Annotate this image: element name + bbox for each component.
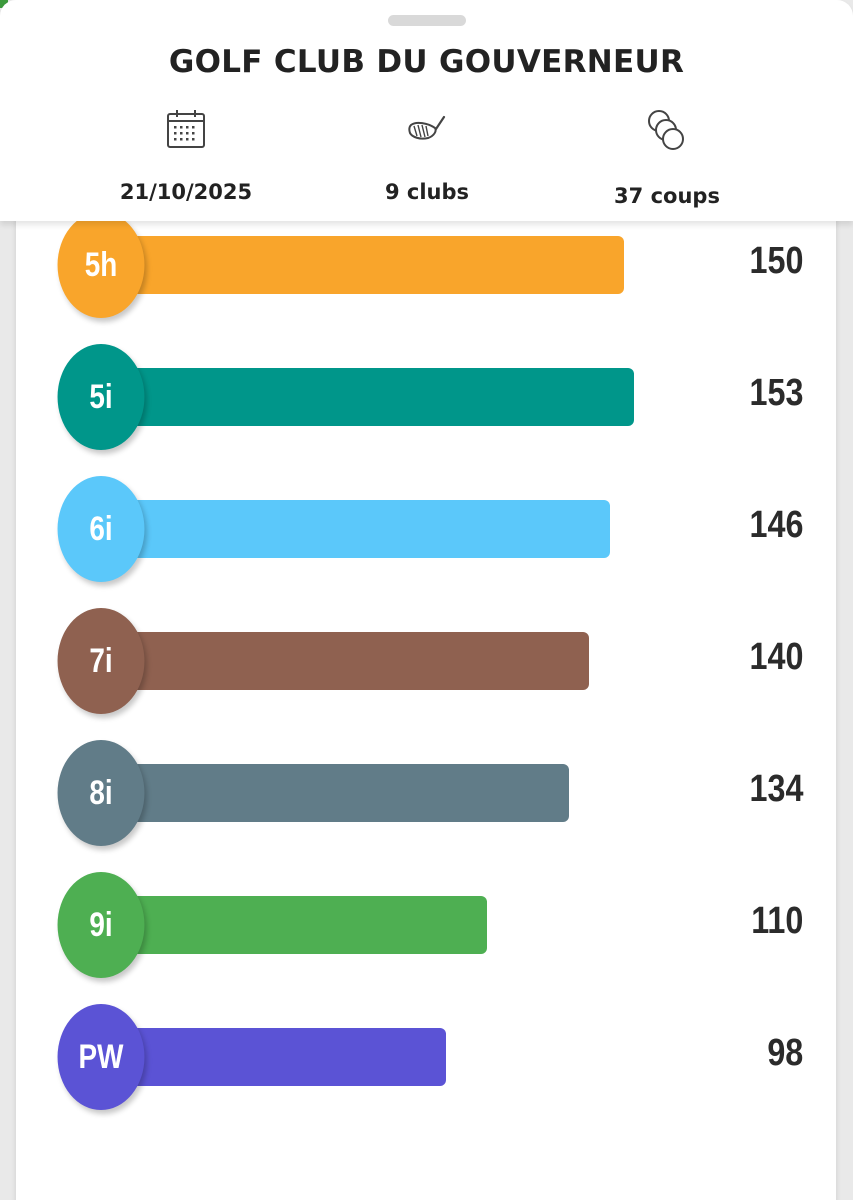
club-row[interactable]: PW 98 bbox=[0, 1004, 853, 1110]
club-distance-value: 98 bbox=[767, 1032, 803, 1074]
date-label: 21/10/2025 bbox=[119, 180, 253, 204]
clubs-stat: 9 clubs bbox=[317, 108, 537, 204]
club-badge[interactable]: 5i bbox=[57, 344, 145, 450]
club-badge[interactable]: 8i bbox=[57, 740, 145, 846]
club-distance-value: 134 bbox=[749, 768, 803, 810]
club-row[interactable]: 5i 153 bbox=[0, 344, 853, 450]
club-badge[interactable]: PW bbox=[57, 1004, 145, 1110]
club-badge[interactable]: 5h bbox=[57, 212, 145, 318]
distance-bar bbox=[110, 896, 487, 954]
club-row[interactable]: 5h 150 bbox=[0, 212, 853, 318]
distance-bar bbox=[110, 764, 569, 822]
distance-bar bbox=[110, 1028, 446, 1086]
club-row[interactable]: 9i 110 bbox=[0, 872, 853, 978]
club-distance-value: 150 bbox=[749, 240, 803, 282]
distance-bar bbox=[110, 236, 624, 294]
distance-bar bbox=[110, 632, 590, 690]
club-distance-value: 153 bbox=[749, 372, 803, 414]
drag-handle[interactable] bbox=[388, 15, 466, 26]
club-row[interactable]: 8i 134 bbox=[0, 740, 853, 846]
club-distance-value: 110 bbox=[750, 900, 803, 942]
golf-club-icon bbox=[408, 115, 446, 140]
club-row[interactable]: 7i 140 bbox=[0, 608, 853, 714]
clubs-label: 9 clubs bbox=[384, 180, 470, 204]
course-title: GOLF CLUB DU GOUVERNEUR bbox=[168, 44, 685, 80]
date-stat: 21/10/2025 bbox=[76, 108, 296, 204]
calendar-icon bbox=[167, 110, 205, 148]
club-distance-value: 146 bbox=[749, 504, 803, 546]
golf-balls-icon bbox=[648, 110, 684, 150]
shots-stat: 37 coups bbox=[557, 108, 777, 208]
club-badge[interactable]: 9i bbox=[57, 872, 145, 978]
club-distance-value: 140 bbox=[749, 636, 803, 678]
bottom-sheet-header: GOLF CLUB DU GOUVERNEUR 21/10/2025 bbox=[0, 0, 853, 221]
club-badge[interactable]: 7i bbox=[57, 608, 145, 714]
club-badge[interactable]: 6i bbox=[57, 476, 145, 582]
club-row[interactable]: 6i 146 bbox=[0, 476, 853, 582]
distance-bar bbox=[110, 500, 611, 558]
shots-label: 37 coups bbox=[614, 184, 720, 208]
distance-bar bbox=[110, 368, 634, 426]
